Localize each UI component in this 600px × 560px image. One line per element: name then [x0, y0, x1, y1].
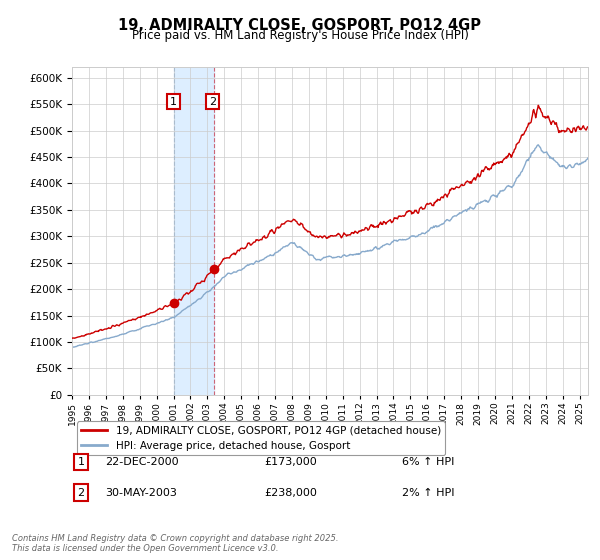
- Text: Contains HM Land Registry data © Crown copyright and database right 2025.
This d: Contains HM Land Registry data © Crown c…: [12, 534, 338, 553]
- Text: £238,000: £238,000: [264, 488, 317, 498]
- Text: Price paid vs. HM Land Registry's House Price Index (HPI): Price paid vs. HM Land Registry's House …: [131, 29, 469, 42]
- Text: 1: 1: [77, 457, 85, 467]
- Text: 2% ↑ HPI: 2% ↑ HPI: [402, 488, 455, 498]
- Legend: 19, ADMIRALTY CLOSE, GOSPORT, PO12 4GP (detached house), HPI: Average price, det: 19, ADMIRALTY CLOSE, GOSPORT, PO12 4GP (…: [77, 422, 445, 455]
- Text: 19, ADMIRALTY CLOSE, GOSPORT, PO12 4GP: 19, ADMIRALTY CLOSE, GOSPORT, PO12 4GP: [119, 18, 482, 33]
- Text: 30-MAY-2003: 30-MAY-2003: [105, 488, 177, 498]
- Text: 2: 2: [209, 96, 217, 106]
- Text: 6% ↑ HPI: 6% ↑ HPI: [402, 457, 454, 467]
- Text: £173,000: £173,000: [264, 457, 317, 467]
- Text: 22-DEC-2000: 22-DEC-2000: [105, 457, 179, 467]
- Text: 2: 2: [77, 488, 85, 498]
- Bar: [173, 67, 214, 395]
- Text: 1: 1: [170, 96, 177, 106]
